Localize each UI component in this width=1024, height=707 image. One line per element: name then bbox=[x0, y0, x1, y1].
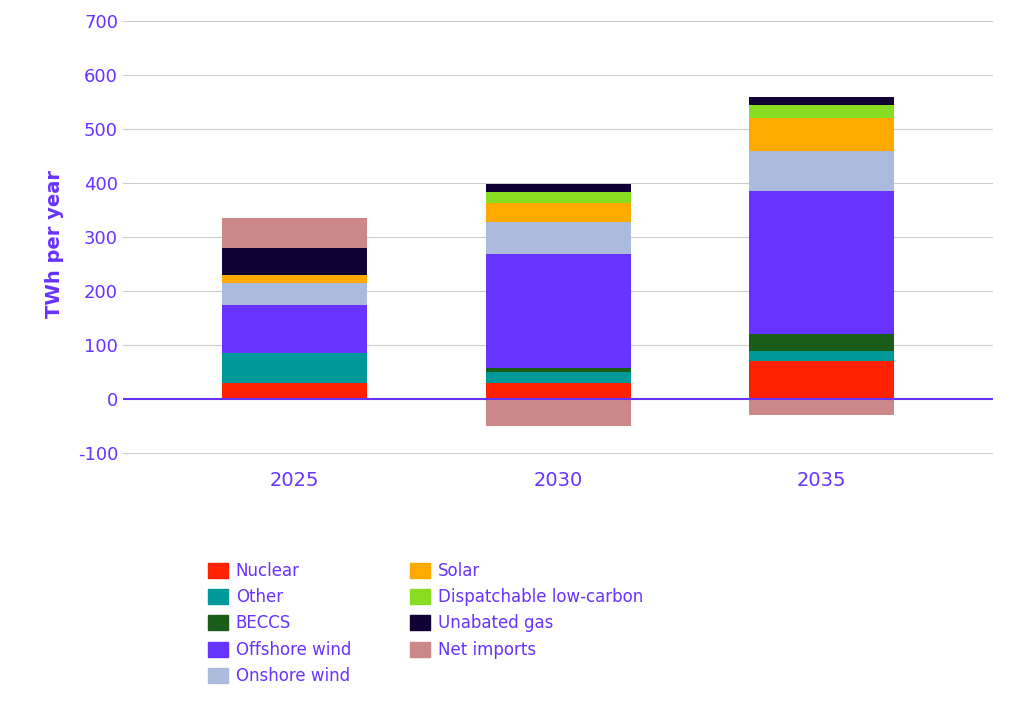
Bar bbox=[222, 218, 367, 248]
Bar bbox=[222, 305, 367, 354]
Bar bbox=[485, 399, 631, 426]
Bar bbox=[750, 351, 894, 361]
Bar bbox=[222, 248, 367, 275]
Y-axis label: TWh per year: TWh per year bbox=[45, 170, 63, 318]
Bar bbox=[485, 255, 631, 368]
Bar bbox=[222, 283, 367, 305]
Bar bbox=[750, 334, 894, 351]
Legend: Nuclear, Other, BECCS, Offshore wind, Onshore wind, Solar, Dispatchable low-carb: Nuclear, Other, BECCS, Offshore wind, On… bbox=[201, 555, 650, 691]
Bar bbox=[750, 399, 894, 415]
Bar bbox=[485, 203, 631, 222]
Bar bbox=[750, 151, 894, 192]
Bar bbox=[485, 383, 631, 399]
Bar bbox=[485, 192, 631, 203]
Bar bbox=[485, 185, 631, 192]
Bar bbox=[222, 275, 367, 283]
Bar bbox=[750, 192, 894, 334]
Bar bbox=[222, 383, 367, 399]
Bar bbox=[485, 372, 631, 383]
Bar bbox=[750, 361, 894, 399]
Bar bbox=[485, 368, 631, 372]
Bar bbox=[750, 118, 894, 151]
Bar bbox=[750, 105, 894, 118]
Bar bbox=[222, 354, 367, 383]
Bar bbox=[750, 97, 894, 105]
Bar bbox=[485, 222, 631, 255]
